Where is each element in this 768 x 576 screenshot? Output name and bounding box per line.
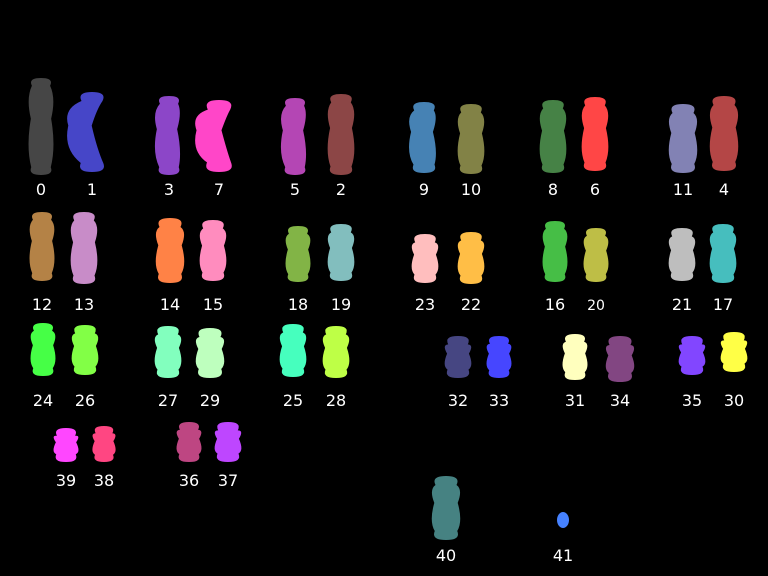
chromosome-label-38: 38	[94, 471, 114, 490]
chromosome-19	[327, 224, 355, 281]
chromosome-36	[176, 422, 202, 462]
chromosome-label-11: 11	[673, 180, 693, 199]
chromosome-17	[709, 224, 737, 283]
chromosome-21	[668, 228, 696, 281]
chromosome-37	[214, 422, 242, 462]
chromosome-15	[199, 220, 227, 281]
chromosome-26	[71, 325, 99, 375]
chromosome-label-15: 15	[203, 295, 223, 314]
chromosome-7	[195, 100, 232, 172]
chromosome-5	[280, 98, 307, 175]
chromosome-label-5: 5	[290, 180, 300, 199]
chromosome-label-27: 27	[158, 391, 178, 410]
chromosome-label-13: 13	[74, 295, 94, 314]
chromosome-label-10: 10	[461, 180, 481, 199]
chromosome-32	[444, 336, 472, 378]
chromosome-9	[409, 102, 436, 173]
chromosome-30	[720, 332, 748, 372]
chromosome-labels: 0 1 3 7 5 2 9 10 8 6 11 412 13 14 15 18 19 23 22 16 20 21 1724…	[32, 180, 744, 565]
chromosome-label-1: 1	[87, 180, 97, 199]
chromosome-label-30: 30	[724, 391, 744, 410]
chromosome-39	[53, 428, 79, 462]
chromosome-20	[583, 228, 609, 282]
chromosome-label-29: 29	[200, 391, 220, 410]
chromosome-2	[327, 94, 355, 175]
chromosome-label-35: 35	[682, 391, 702, 410]
chromosome-label-33: 33	[489, 391, 509, 410]
chromosome-label-17: 17	[713, 295, 733, 314]
chromosome-label-3: 3	[164, 180, 174, 199]
chromosome-label-24: 24	[33, 391, 53, 410]
chromosome-27	[154, 326, 182, 378]
chromosome-14	[155, 218, 185, 283]
chromosome-label-18: 18	[288, 295, 308, 314]
chromosome-label-16: 16	[545, 295, 565, 314]
chromosome-34	[605, 336, 635, 382]
chromosome-label-20: 20	[587, 298, 605, 314]
chromosome-22	[457, 232, 485, 284]
chromosome-11	[668, 104, 698, 173]
chromosome-1	[67, 92, 104, 172]
chromosome-4	[709, 96, 739, 171]
chromosome-label-21: 21	[672, 295, 692, 314]
chromosome-12	[29, 212, 55, 281]
chromosome-18	[285, 226, 311, 282]
chromosome-label-8: 8	[548, 180, 558, 199]
chromosome-label-34: 34	[610, 391, 630, 410]
chromosome-40	[431, 476, 461, 540]
chromosome-label-39: 39	[56, 471, 76, 490]
chromosome-25	[279, 324, 307, 377]
chromosome-13	[70, 212, 98, 284]
chromosome-label-6: 6	[590, 180, 600, 199]
chromosome-label-36: 36	[179, 471, 199, 490]
chromosome-29	[195, 328, 225, 378]
chromosome-label-26: 26	[75, 391, 95, 410]
chromosome-label-37: 37	[218, 471, 238, 490]
chromosome-16	[542, 221, 568, 282]
chromosome-label-25: 25	[283, 391, 303, 410]
chromosome-label-40: 40	[436, 546, 456, 565]
chromosome-label-4: 4	[719, 180, 729, 199]
chromosome-label-31: 31	[565, 391, 585, 410]
chromosome-label-7: 7	[214, 180, 224, 199]
chromosome-label-41: 41	[553, 546, 573, 565]
chromosome-label-14: 14	[160, 295, 180, 314]
chromosome-10	[457, 104, 485, 174]
chromosome-8	[539, 100, 567, 173]
chromosome-label-12: 12	[32, 295, 52, 314]
chromosome-label-22: 22	[461, 295, 481, 314]
chromosome-33	[486, 336, 512, 378]
chromosome-label-23: 23	[415, 295, 435, 314]
chromosome-31	[562, 334, 588, 380]
chromosome-6	[581, 97, 609, 171]
chromosome-label-19: 19	[331, 295, 351, 314]
chromosome-label-9: 9	[419, 180, 429, 199]
chromosome-41	[557, 512, 569, 528]
chromosome-label-28: 28	[326, 391, 346, 410]
chromosome-35	[678, 336, 706, 375]
chromosome-28	[322, 326, 350, 378]
chromosome-0	[28, 78, 54, 175]
chromosome-23	[411, 234, 439, 283]
chromosome-shapes	[28, 78, 748, 540]
chromosome-label-2: 2	[336, 180, 346, 199]
chromosome-label-0: 0	[36, 180, 46, 199]
chromosome-24	[30, 323, 56, 376]
chromosome-3	[154, 96, 181, 175]
chromosome-label-32: 32	[448, 391, 468, 410]
chromosome-38	[92, 426, 116, 462]
